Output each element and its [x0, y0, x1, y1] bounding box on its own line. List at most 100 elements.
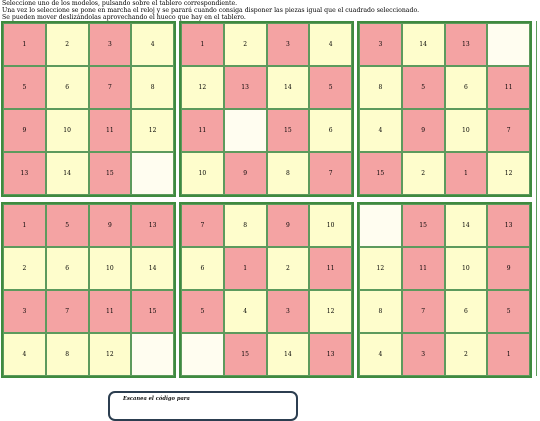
puzzle-tile: 1: [181, 23, 224, 66]
puzzle-tile: 7: [401, 290, 445, 333]
puzzle-tile: 9: [401, 109, 445, 152]
puzzle-tile: 7: [88, 66, 132, 109]
puzzle-tile: 6: [45, 247, 89, 290]
model-board-4[interactable]: 1 5 9 13 2 6 10 14 3 7 11 15 4 8 12: [1, 202, 176, 378]
puzzle-tile: 9: [223, 152, 267, 195]
puzzle-tile: 14: [444, 204, 488, 247]
instruction-line-3: Se pueden mover deslizándolas aprovechan…: [2, 14, 246, 22]
puzzle-tile: 1: [487, 333, 530, 376]
puzzle-tile: 13: [309, 333, 352, 376]
puzzle-tile: 4: [359, 333, 402, 376]
puzzle-tile: 11: [88, 290, 132, 333]
puzzle-tile: 10: [444, 109, 488, 152]
puzzle-tile: 15: [359, 152, 402, 195]
qr-card: Escanea el código para: [108, 391, 298, 421]
puzzle-tile: 11: [487, 66, 530, 109]
puzzle-tile: 11: [401, 247, 445, 290]
puzzle-tile: 15: [131, 290, 174, 333]
puzzle-tile: 8: [359, 66, 402, 109]
puzzle-tile: 15: [266, 109, 310, 152]
puzzle-tile: 10: [88, 247, 132, 290]
puzzle-tile: 9: [88, 204, 132, 247]
puzzle-tile: 10: [45, 109, 89, 152]
puzzle-tile: 2: [444, 333, 488, 376]
qr-card-text: Escanea el código para: [123, 396, 190, 402]
puzzle-tile: 7: [487, 109, 530, 152]
puzzle-tile: 1: [223, 247, 267, 290]
model-boards: 1 2 3 4 5 6 7 8 9 10 11 12 13 14 15 1 2 3 4 12 13 14 5 11 15 6 10…: [0, 21, 533, 378]
puzzle-tile: 7: [45, 290, 89, 333]
puzzle-tile: 3: [359, 23, 402, 66]
puzzle-tile: 6: [181, 247, 224, 290]
puzzle-tile: 4: [359, 109, 402, 152]
puzzle-tile: 11: [309, 247, 352, 290]
puzzle-tile: 6: [444, 66, 488, 109]
puzzle-tile: 12: [88, 333, 132, 376]
puzzle-tile: 13: [487, 204, 530, 247]
puzzle-tile: 13: [3, 152, 46, 195]
empty-slot: [223, 109, 267, 152]
puzzle-tile: 15: [88, 152, 132, 195]
empty-slot: [181, 333, 224, 376]
empty-slot: [359, 204, 402, 247]
puzzle-tile: 8: [45, 333, 89, 376]
puzzle-tile: 4: [3, 333, 46, 376]
puzzle-tile: 13: [223, 66, 267, 109]
divider: [536, 21, 537, 376]
empty-slot: [487, 23, 530, 66]
puzzle-tile: 10: [181, 152, 224, 195]
puzzle-tile: 4: [223, 290, 267, 333]
puzzle-tile: 14: [45, 152, 89, 195]
puzzle-tile: 3: [401, 333, 445, 376]
puzzle-tile: 6: [309, 109, 352, 152]
puzzle-tile: 12: [181, 66, 224, 109]
puzzle-tile: 13: [444, 23, 488, 66]
puzzle-tile: 12: [359, 247, 402, 290]
puzzle-tile: 10: [444, 247, 488, 290]
puzzle-tile: 2: [223, 23, 267, 66]
puzzle-tile: 9: [3, 109, 46, 152]
puzzle-tile: 14: [266, 66, 310, 109]
puzzle-tile: 9: [266, 204, 310, 247]
puzzle-tile: 9: [487, 247, 530, 290]
puzzle-tile: 3: [3, 290, 46, 333]
puzzle-tile: 8: [131, 66, 174, 109]
puzzle-tile: 5: [3, 66, 46, 109]
puzzle-tile: 15: [401, 204, 445, 247]
puzzle-tile: 5: [309, 66, 352, 109]
puzzle-tile: 12: [487, 152, 530, 195]
puzzle-tile: 8: [359, 290, 402, 333]
instructions: Seleccione uno de los modelos, pulsando …: [2, 0, 419, 22]
model-board-2[interactable]: 1 2 3 4 12 13 14 5 11 15 6 10 9 8 7: [179, 21, 354, 197]
puzzle-tile: 12: [309, 290, 352, 333]
puzzle-tile: 6: [444, 290, 488, 333]
puzzle-tile: 3: [266, 290, 310, 333]
puzzle-tile: 1: [3, 23, 46, 66]
puzzle-tile: 14: [131, 247, 174, 290]
puzzle-tile: 5: [401, 66, 445, 109]
puzzle-tile: 5: [181, 290, 224, 333]
puzzle-tile: 13: [131, 204, 174, 247]
model-board-1[interactable]: 1 2 3 4 5 6 7 8 9 10 11 12 13 14 15: [1, 21, 176, 197]
model-board-3[interactable]: 3 14 13 8 5 6 11 4 9 10 7 15 2 1 12: [357, 21, 532, 197]
puzzle-tile: 11: [88, 109, 132, 152]
puzzle-tile: 6: [45, 66, 89, 109]
puzzle-tile: 4: [309, 23, 352, 66]
puzzle-tile: 7: [181, 204, 224, 247]
model-board-5[interactable]: 7 8 9 10 6 1 2 11 5 4 3 12 15 14 13: [179, 202, 354, 378]
puzzle-tile: 12: [131, 109, 174, 152]
puzzle-tile: 15: [223, 333, 267, 376]
empty-slot: [131, 152, 174, 195]
puzzle-tile: 11: [181, 109, 224, 152]
puzzle-tile: 3: [88, 23, 132, 66]
puzzle-tile: 14: [401, 23, 445, 66]
empty-slot: [131, 333, 174, 376]
puzzle-tile: 5: [487, 290, 530, 333]
puzzle-tile: 4: [131, 23, 174, 66]
puzzle-tile: 2: [3, 247, 46, 290]
puzzle-tile: 1: [444, 152, 488, 195]
model-board-6[interactable]: 15 14 13 12 11 10 9 8 7 6 5 4 3 2 1: [357, 202, 532, 378]
puzzle-tile: 8: [223, 204, 267, 247]
puzzle-tile: 14: [266, 333, 310, 376]
instruction-line-2: Una vez lo seleccione se pone en marcha …: [2, 7, 420, 15]
